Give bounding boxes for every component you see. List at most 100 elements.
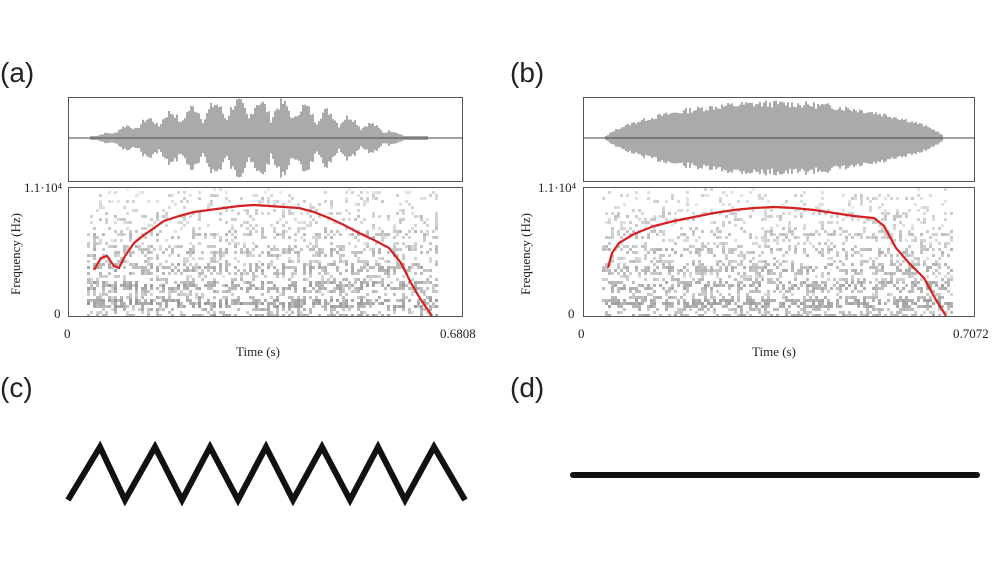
spectrogram-cell (815, 230, 818, 233)
spectrogram-cell (908, 230, 911, 233)
spectrogram-cell (947, 281, 950, 284)
spectrogram-cell (111, 287, 114, 290)
spectrogram-cell (890, 260, 893, 263)
spectrogram-cell (390, 287, 393, 290)
spectrogram-cell (378, 275, 381, 278)
spectrogram-cell (318, 272, 321, 275)
spectrogram-cell (809, 284, 812, 287)
spectrogram-cell (210, 233, 213, 236)
spectrogram-cell (821, 305, 824, 308)
spectrogram-cell (210, 272, 213, 275)
spectrogram-cell (857, 302, 860, 305)
spectrogram-cell (180, 314, 183, 316)
spectrogram-cell (141, 242, 144, 245)
spectrogram-cell (126, 311, 129, 314)
spectrogram-cell (794, 245, 797, 248)
spectrogram-cell (297, 296, 300, 299)
spectrogram-cell (710, 290, 713, 293)
spectrogram-cell (716, 230, 719, 233)
spectrogram-cell (282, 275, 285, 278)
spectrogram-cell (93, 236, 96, 239)
spectrogram-cell (743, 230, 746, 233)
spectrogram-cell (120, 257, 123, 260)
pitch-contour-a (93, 203, 433, 316)
spectrogram-cell (210, 266, 213, 269)
spectrogram-cell (686, 305, 689, 308)
spectrogram-cell (644, 242, 647, 245)
spectrogram-cell (827, 248, 830, 251)
spectrogram-cell (126, 227, 129, 230)
spectrogram-cell (605, 212, 608, 215)
spectrogram-cell (123, 233, 126, 236)
spectrogram-cell (926, 257, 929, 260)
spectrogram-cell (402, 275, 405, 278)
spectrogram-cell (686, 197, 689, 200)
spectrogram-cell (914, 263, 917, 266)
spectrogram-cell (228, 242, 231, 245)
spectrogram-cell (911, 314, 914, 316)
spectrogram-cell (851, 278, 854, 281)
spectrogram-cell (671, 248, 674, 251)
spectrogram-cell (141, 251, 144, 254)
spectrogram-cell (860, 236, 863, 239)
spectrogram-cell (192, 257, 195, 260)
spectrogram-cell (686, 209, 689, 212)
spectrogram-cell (800, 269, 803, 272)
spectrogram-cell (755, 302, 758, 305)
spectrogram-cell (746, 275, 749, 278)
spectrogram-cell (174, 266, 177, 269)
spectrogram-cell (420, 215, 423, 218)
spectrogram-cell (620, 311, 623, 314)
spectrogram-cell (911, 299, 914, 302)
spectrogram-cell (788, 311, 791, 314)
spectrogram-cell (180, 221, 183, 224)
spectrogram-cell (309, 260, 312, 263)
spectrogram-cell (842, 218, 845, 221)
spectrogram-cell (333, 308, 336, 311)
spectrogram-cell (108, 263, 111, 266)
spectrogram-cell (740, 305, 743, 308)
spectrogram-cell (318, 263, 321, 266)
spectrogram-cell (366, 269, 369, 272)
spectrogram-cell (731, 251, 734, 254)
spectrogram-cell (911, 227, 914, 230)
spectrogram-cell (740, 281, 743, 284)
spectrogram-cell (321, 266, 324, 269)
spectrogram-cell (354, 203, 357, 206)
spectrogram-cell (821, 287, 824, 290)
spectrogram-cell (246, 272, 249, 275)
spectrogram-cell (869, 206, 872, 209)
spectrogram-b (583, 187, 975, 317)
spectrogram-cell (854, 296, 857, 299)
spectrogram-cell (704, 284, 707, 287)
spectrogram-cell (908, 272, 911, 275)
spectrogram-cell (797, 314, 800, 316)
spectrogram-cell (626, 302, 629, 305)
spectrogram-cell (644, 272, 647, 275)
spectrogram-cell (99, 296, 102, 299)
spectrogram-cell (920, 206, 923, 209)
spectrogram-cell (926, 230, 929, 233)
spectrogram-cell (950, 212, 953, 215)
spectrogram-cell (767, 263, 770, 266)
spectrogram-cell (710, 305, 713, 308)
spectrogram-cell (417, 287, 420, 290)
spectrogram-cell (842, 278, 845, 281)
spectrogram-cell (653, 257, 656, 260)
spectrogram-cell (728, 287, 731, 290)
spectrogram-cell (665, 248, 668, 251)
spectrogram-cell (845, 302, 848, 305)
spectrogram-cell (396, 299, 399, 302)
spectrogram-cell (258, 260, 261, 263)
spectrogram-cell (746, 302, 749, 305)
spectrogram-cell (725, 314, 728, 316)
spectrogram-cell (141, 191, 144, 194)
spectrogram-cell (360, 281, 363, 284)
spectrogram-cell (99, 218, 102, 221)
spectrogram-cell (923, 263, 926, 266)
spectrogram-cell (375, 197, 378, 200)
spectrogram-cell (96, 266, 99, 269)
spectrogram-cell (632, 245, 635, 248)
spectrogram-cell (330, 314, 333, 316)
spectrogram-cell (683, 293, 686, 296)
